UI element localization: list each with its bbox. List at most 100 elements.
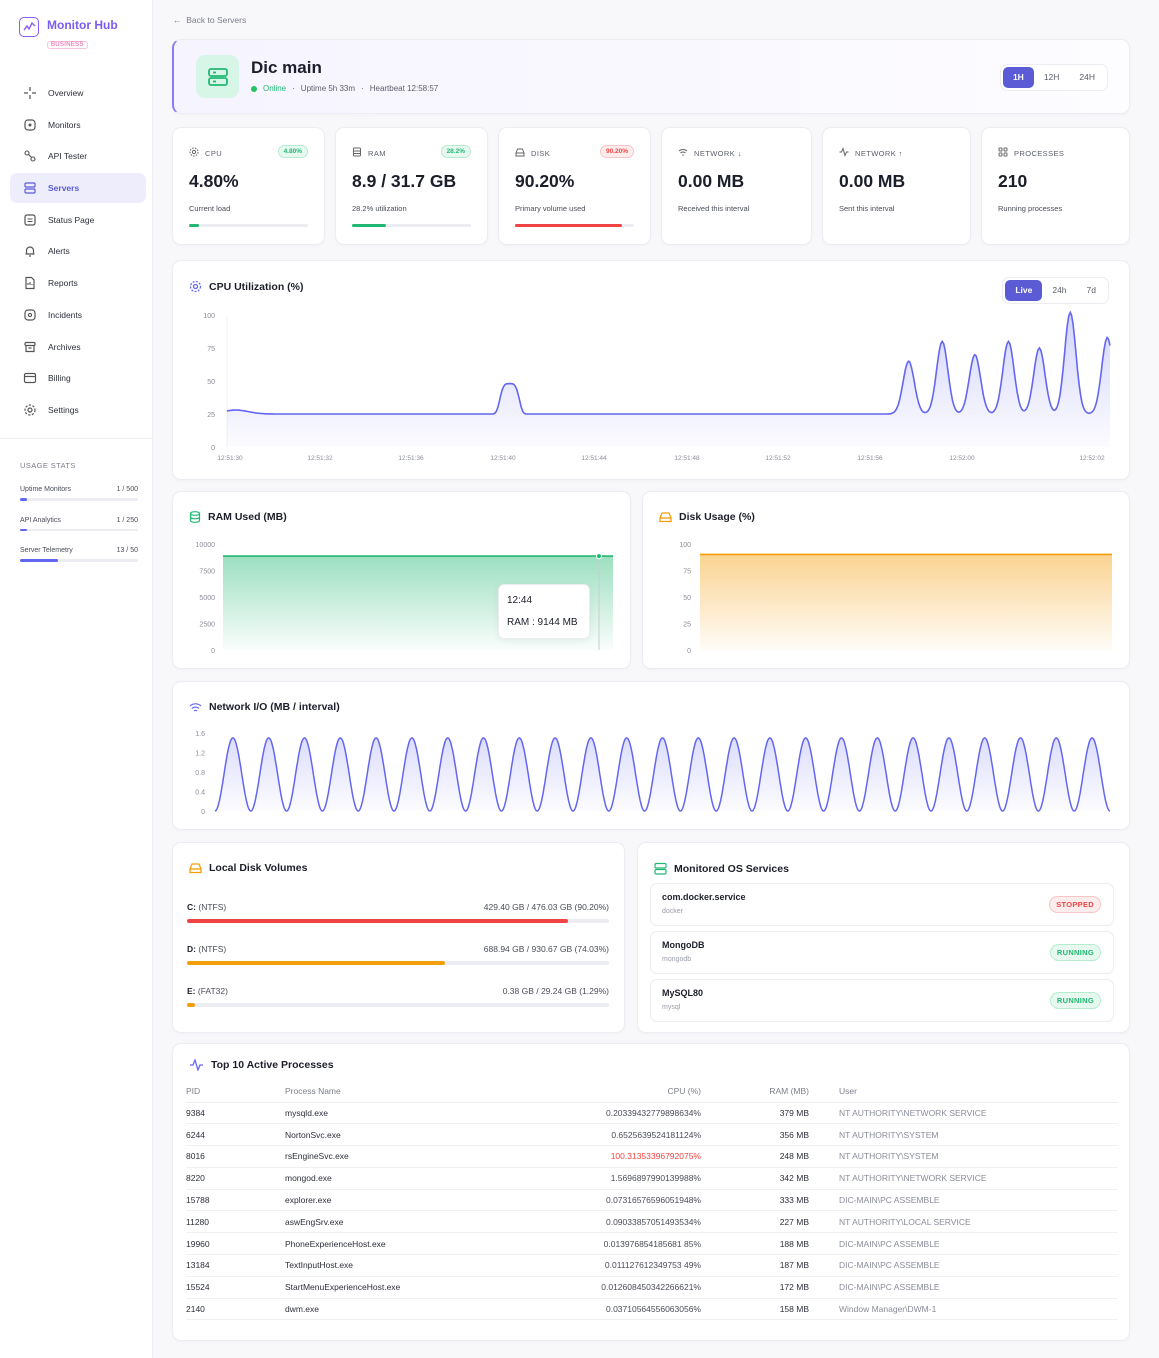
table-row[interactable]: 8016 rsEngineSvc.exe 100.31353396792075% 24… <box>186 1145 1118 1168</box>
sidebar-item-label: Billing <box>48 373 71 384</box>
uptime-text: Uptime 5h 33m <box>300 84 356 93</box>
user-cell: DIC-MAIN\PC ASSEMBLE <box>809 1254 1118 1277</box>
stat-value: 90.20% <box>515 171 575 191</box>
sidebar-item-servers[interactable]: Servers <box>10 173 146 204</box>
sidebar-item-billing[interactable]: Billing <box>10 363 146 393</box>
table-row[interactable]: 13184 TextInputHost.exe 0.011127612349753 … <box>186 1254 1118 1277</box>
y-tick-label: 0.8 <box>195 770 205 777</box>
table-row[interactable]: 6244 NortonSvc.exe 0.6525639524181124% 356 … <box>186 1123 1118 1147</box>
sidebar-item-label: Overview <box>48 88 84 98</box>
tab-24h[interactable]: 24H <box>1079 72 1095 82</box>
stat-label: NETWORK ↓ <box>678 147 742 159</box>
arrow-left-icon: ← <box>173 15 182 25</box>
table-row[interactable]: 8220 mongod.exe 1.5696897990139988% 342 MB N… <box>186 1167 1118 1190</box>
usage-value: 13 / 50 <box>116 547 138 554</box>
billing-icon <box>23 371 37 385</box>
ram-chart: 10000 7500 5000 2500 0 <box>196 542 613 655</box>
gear-icon <box>23 403 37 417</box>
overview-icon <box>23 86 37 100</box>
stat-value: 8.9 / 31.7 GB <box>352 171 457 191</box>
status-page-icon <box>23 213 37 227</box>
os-services-card: Monitored OS Services com.docker.service… <box>637 842 1130 1033</box>
sidebar-item-alerts[interactable]: Alerts <box>10 236 146 266</box>
column-header[interactable]: CPU (%) <box>485 1080 701 1103</box>
sidebar-item-monitors[interactable]: Monitors <box>10 110 146 140</box>
network-chart-card: Network I/O (MB / interval) 1.6 1.2 0.8 0.4… <box>172 681 1130 830</box>
user-cell: NT AUTHORITY\LOCAL SERVICE <box>809 1210 1118 1234</box>
table-row[interactable]: 11280 aswEngSrv.exe 0.09033857051493534% 22… <box>186 1210 1118 1234</box>
ram-cell: 356 MB <box>701 1123 809 1147</box>
y-tick-label: 0 <box>201 809 205 816</box>
sidebar-item-status-page[interactable]: Status Page <box>10 205 146 235</box>
table-row[interactable]: 9384 mysqld.exe 0.20339432779898634% 379 MB… <box>186 1102 1118 1125</box>
pid-cell: 11280 <box>186 1210 285 1234</box>
column-header[interactable]: Process Name <box>285 1080 485 1103</box>
table-row[interactable]: 15524 StartMenuExperienceHost.exe 0.012608… <box>186 1276 1118 1299</box>
tab-12h[interactable]: 12H <box>1043 72 1060 82</box>
pid-cell: 2140 <box>186 1298 285 1321</box>
sidebar-item-api-tester[interactable]: API Tester <box>10 141 146 171</box>
sidebar-item-archives[interactable]: Archives <box>10 332 146 362</box>
column-header[interactable]: RAM (MB) <box>701 1080 809 1103</box>
disk-volumes-title: Local Disk Volumes <box>189 862 307 874</box>
column-header[interactable]: User <box>809 1080 1118 1103</box>
ram-tooltip-time: 12:44 <box>507 595 533 606</box>
sidebar-item-incidents[interactable]: Incidents <box>10 300 146 330</box>
cpu-line <box>226 310 1111 415</box>
stat-caption: Primary volume used <box>515 204 586 213</box>
tab-live[interactable]: Live <box>1005 280 1043 301</box>
cpu-cell: 0.07316576596051948% <box>485 1189 701 1212</box>
process-name-cell: aswEngSrv.exe <box>285 1210 485 1234</box>
x-tick-label: 12:52:02 <box>1079 455 1105 462</box>
stat-card-ram: RAM 28.2% 8.9 / 31.7 GB 28.2% utilization <box>335 127 488 245</box>
process-name-cell: mongod.exe <box>285 1167 485 1190</box>
disk-volume-usage: 0.38 GB / 29.24 GB (1.29%) <box>502 986 609 996</box>
table-row[interactable]: 15788 explorer.exe 0.07316576596051948% 333… <box>186 1189 1118 1212</box>
stat-label: NETWORK ↑ <box>839 147 903 159</box>
y-tick-label: 25 <box>683 622 691 629</box>
process-name-cell: StartMenuExperienceHost.exe <box>285 1276 485 1299</box>
service-id: docker <box>662 908 684 915</box>
stat-caption: Received this interval <box>678 204 750 213</box>
tab-1h[interactable]: 1H <box>1002 67 1034 88</box>
back-to-servers-link[interactable]: ← Back to Servers <box>173 15 247 25</box>
service-row[interactable]: com.docker.service docker STOPPED <box>650 883 1114 926</box>
stat-caption: 28.2% utilization <box>352 204 407 213</box>
y-tick-label: 1.6 <box>195 731 205 738</box>
cpu-chart-card: CPU Utilization (%) Live 24h 7d 100 75 50 2… <box>172 260 1130 480</box>
stat-label: DISK <box>515 147 550 159</box>
disk-chart-card: Disk Usage (%) 100 75 50 25 0 <box>642 491 1130 669</box>
sidebar-item-settings[interactable]: Settings <box>10 395 146 425</box>
service-row[interactable]: MongoDB mongodb RUNNING <box>650 931 1114 974</box>
pid-cell: 8016 <box>186 1145 285 1168</box>
pid-cell: 15524 <box>186 1276 285 1299</box>
pid-cell: 13184 <box>186 1254 285 1277</box>
sidebar-item-reports[interactable]: Reports <box>10 268 146 298</box>
cpu-cell: 0.013976854185681 85% <box>485 1232 701 1256</box>
disk-volume-name: C: (NTFS) <box>187 902 227 912</box>
os-services-title: Monitored OS Services <box>654 862 789 875</box>
x-tick-label: 12:51:56 <box>857 455 883 462</box>
cpu-cell: 0.20339432779898634% <box>485 1102 701 1125</box>
table-row[interactable]: 2140 dwm.exe 0.03710564556063056% 158 MB Win… <box>186 1298 1118 1321</box>
tab-7d[interactable]: 7d <box>1086 285 1096 295</box>
download-icon <box>678 147 688 159</box>
app-logo[interactable]: Monitor Hub BUSINESS <box>19 17 118 51</box>
column-header[interactable]: PID <box>186 1080 285 1103</box>
stat-value: 0.00 MB <box>678 171 745 191</box>
table-row[interactable]: 19960 PhoneExperienceHost.exe 0.0139768541… <box>186 1232 1118 1256</box>
process-name-cell: PhoneExperienceHost.exe <box>285 1232 485 1256</box>
ram-cell: 227 MB <box>701 1210 809 1234</box>
x-tick-label: 12:51:40 <box>490 455 516 462</box>
server-status-line: Online · Uptime 5h 33m · Heartbeat 12:58… <box>251 84 438 93</box>
sidebar-item-overview[interactable]: Overview <box>10 78 146 108</box>
process-name-cell: explorer.exe <box>285 1189 485 1212</box>
process-name-cell: NortonSvc.exe <box>285 1123 485 1147</box>
service-id: mysql <box>662 1004 681 1011</box>
service-name: MongoDB <box>662 940 705 950</box>
cpu-cell: 1.5696897990139988% <box>485 1167 701 1190</box>
service-row[interactable]: MySQL80 mysql RUNNING <box>650 979 1114 1022</box>
tab-24h[interactable]: 24h <box>1052 285 1067 295</box>
y-tick-label: 100 <box>679 542 691 549</box>
service-name: com.docker.service <box>662 892 746 902</box>
